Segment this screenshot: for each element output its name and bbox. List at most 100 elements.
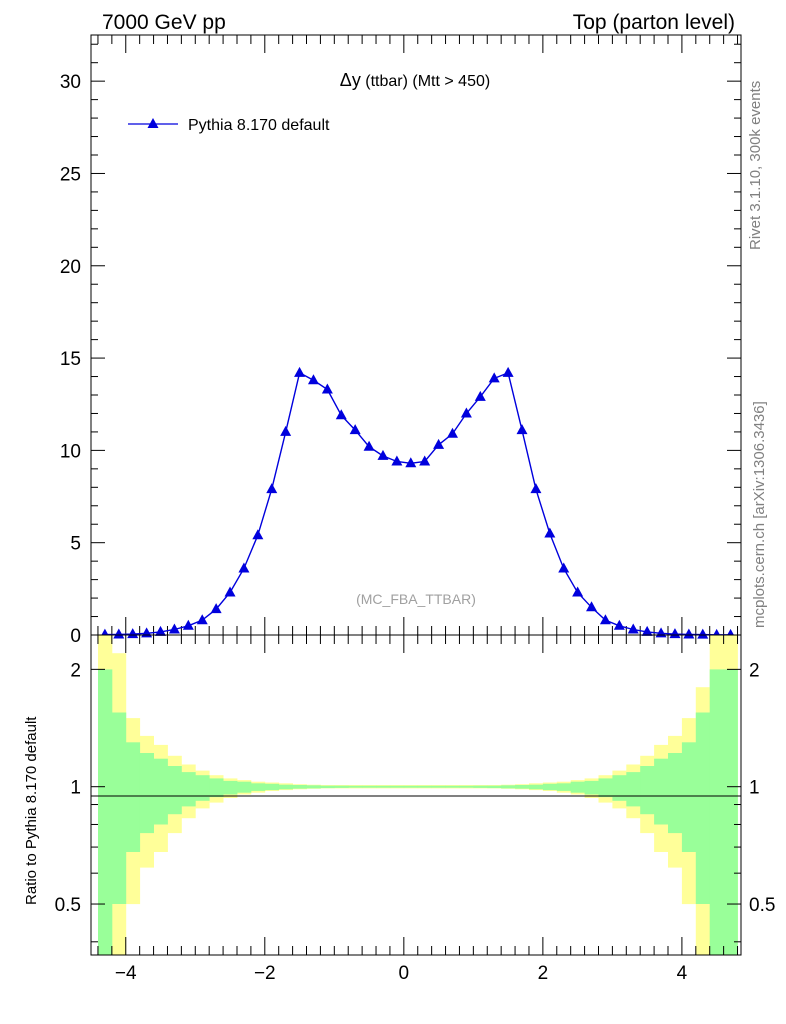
- ratio-band-bin: [445, 785, 460, 788]
- data-point: [210, 603, 222, 614]
- data-point: [627, 623, 639, 634]
- y-tick-label: 15: [60, 349, 81, 370]
- ratio-band-bin: [487, 785, 502, 789]
- side-label-top: Rivet 3.1.10, 300k events: [747, 81, 764, 250]
- ratio-tick-label-left: 1: [70, 778, 81, 799]
- data-point: [252, 529, 264, 540]
- ratio-band-bin: [153, 758, 168, 825]
- data-point: [697, 628, 709, 639]
- data-point: [613, 619, 625, 630]
- data-point: [433, 438, 445, 449]
- y-tick-label: 30: [60, 72, 81, 93]
- data-point: [238, 562, 250, 573]
- ratio-band-bin: [417, 785, 432, 788]
- ratio-tick-label-left: 0.5: [55, 895, 81, 916]
- data-point: [599, 614, 611, 625]
- ratio-band-bin: [612, 775, 627, 801]
- ratio-band-bin: [362, 785, 377, 788]
- ratio-band-bin: [278, 784, 293, 790]
- main-plot-title: Δy (ttbar) (Mtt > 450): [340, 70, 490, 90]
- ratio-band-bin: [348, 785, 363, 788]
- ratio-band-bin: [376, 785, 391, 788]
- ratio-band-bin: [709, 669, 724, 955]
- x-tick-label: 0: [399, 963, 410, 984]
- data-point: [155, 625, 167, 636]
- ratio-band-bin: [723, 669, 738, 955]
- data-point: [502, 366, 514, 377]
- main-plot-ticks: 0 5 10 15 20 25 30: [60, 35, 741, 647]
- data-point: [266, 483, 278, 494]
- ratio-band-bin: [598, 778, 613, 798]
- y-tick-label: 20: [60, 257, 81, 278]
- data-point: [460, 407, 472, 418]
- ratio-band-bin: [237, 781, 252, 793]
- x-tick-label: 4: [677, 963, 688, 984]
- ratio-band-bin: [640, 766, 655, 815]
- ratio-band-bin: [306, 785, 321, 789]
- data-point: [196, 614, 208, 625]
- header-right: Top (parton level): [573, 11, 735, 34]
- data-point: [488, 372, 500, 383]
- ratio-band-bin: [473, 785, 488, 788]
- ratio-ticks: 0.5 0.5 1 1 2 2: [55, 635, 775, 955]
- ratio-band-bin: [654, 758, 669, 825]
- ratio-band-bin: [570, 781, 585, 793]
- ratio-band-bin: [681, 742, 697, 852]
- ratio-band-bin: [223, 780, 238, 795]
- data-point: [516, 424, 528, 435]
- y-tick-label: 25: [60, 164, 81, 185]
- data-point: [572, 586, 584, 597]
- data-point: [530, 483, 542, 494]
- ratio-band-bin: [181, 772, 196, 807]
- main-plot-panel: 0 5 10 15 20 25 30 Δy (ttbar) (Mtt > 450) (MC_…: [60, 34, 742, 647]
- data-point: [544, 527, 556, 538]
- data-point: [419, 455, 431, 466]
- x-tick-labels: −4 −2 0 2 4: [115, 963, 688, 984]
- x-tick-label: −4: [115, 963, 137, 984]
- data-point: [321, 383, 333, 394]
- ratio-band-bin: [111, 712, 127, 904]
- data-point: [391, 455, 403, 466]
- ratio-band-bin: [584, 780, 599, 795]
- data-point: [683, 628, 695, 639]
- ratio-band-bin: [167, 766, 182, 815]
- ratio-band-bin: [389, 785, 405, 788]
- data-point: [349, 424, 361, 435]
- ratio-panel: 0.5 0.5 1 1 2 2 Ratio to Pythia 8.170 default: [23, 634, 775, 956]
- data-point: [127, 628, 139, 639]
- side-label-bottom: mcplots.cern.ch [arXiv:1306.3436]: [751, 401, 768, 628]
- data-point: [280, 425, 292, 436]
- data-point: [641, 625, 653, 636]
- x-tick-label: −2: [254, 963, 276, 984]
- data-point: [294, 366, 306, 377]
- ratio-band-bin: [431, 785, 446, 788]
- ratio-band-bin: [98, 669, 113, 955]
- ratio-band-bin: [668, 753, 683, 834]
- data-point: [168, 623, 180, 634]
- ratio-band-bin: [556, 783, 572, 791]
- data-point: [377, 449, 389, 460]
- ratio-band-bin: [292, 785, 307, 789]
- ratio-tick-label-right: 0.5: [749, 895, 775, 916]
- ratio-band-bin: [626, 772, 641, 807]
- ratio-band-bin: [139, 753, 154, 834]
- ratio-band-bin: [320, 785, 335, 789]
- data-point: [474, 390, 486, 401]
- data-point: [586, 601, 598, 612]
- ratio-tick-label-right: 2: [749, 660, 760, 681]
- ratio-band-bin: [695, 712, 711, 904]
- legend-label: Pythia 8.170 default: [188, 117, 330, 134]
- ratio-tick-label-left: 2: [70, 660, 81, 681]
- data-point: [446, 427, 458, 438]
- legend-marker: [147, 118, 159, 128]
- y-tick-label: 0: [70, 626, 81, 647]
- ratio-band-bin: [195, 775, 210, 801]
- analysis-watermark: (MC_FBA_TTBAR): [356, 591, 476, 607]
- ratio-tick-label-right: 1: [749, 778, 760, 799]
- x-tick-label: 2: [538, 963, 549, 984]
- ratio-band-bin: [334, 785, 349, 788]
- ratio-band-bin: [542, 783, 558, 791]
- ratio-band-bin: [529, 784, 544, 790]
- ratio-band-bin: [125, 742, 141, 852]
